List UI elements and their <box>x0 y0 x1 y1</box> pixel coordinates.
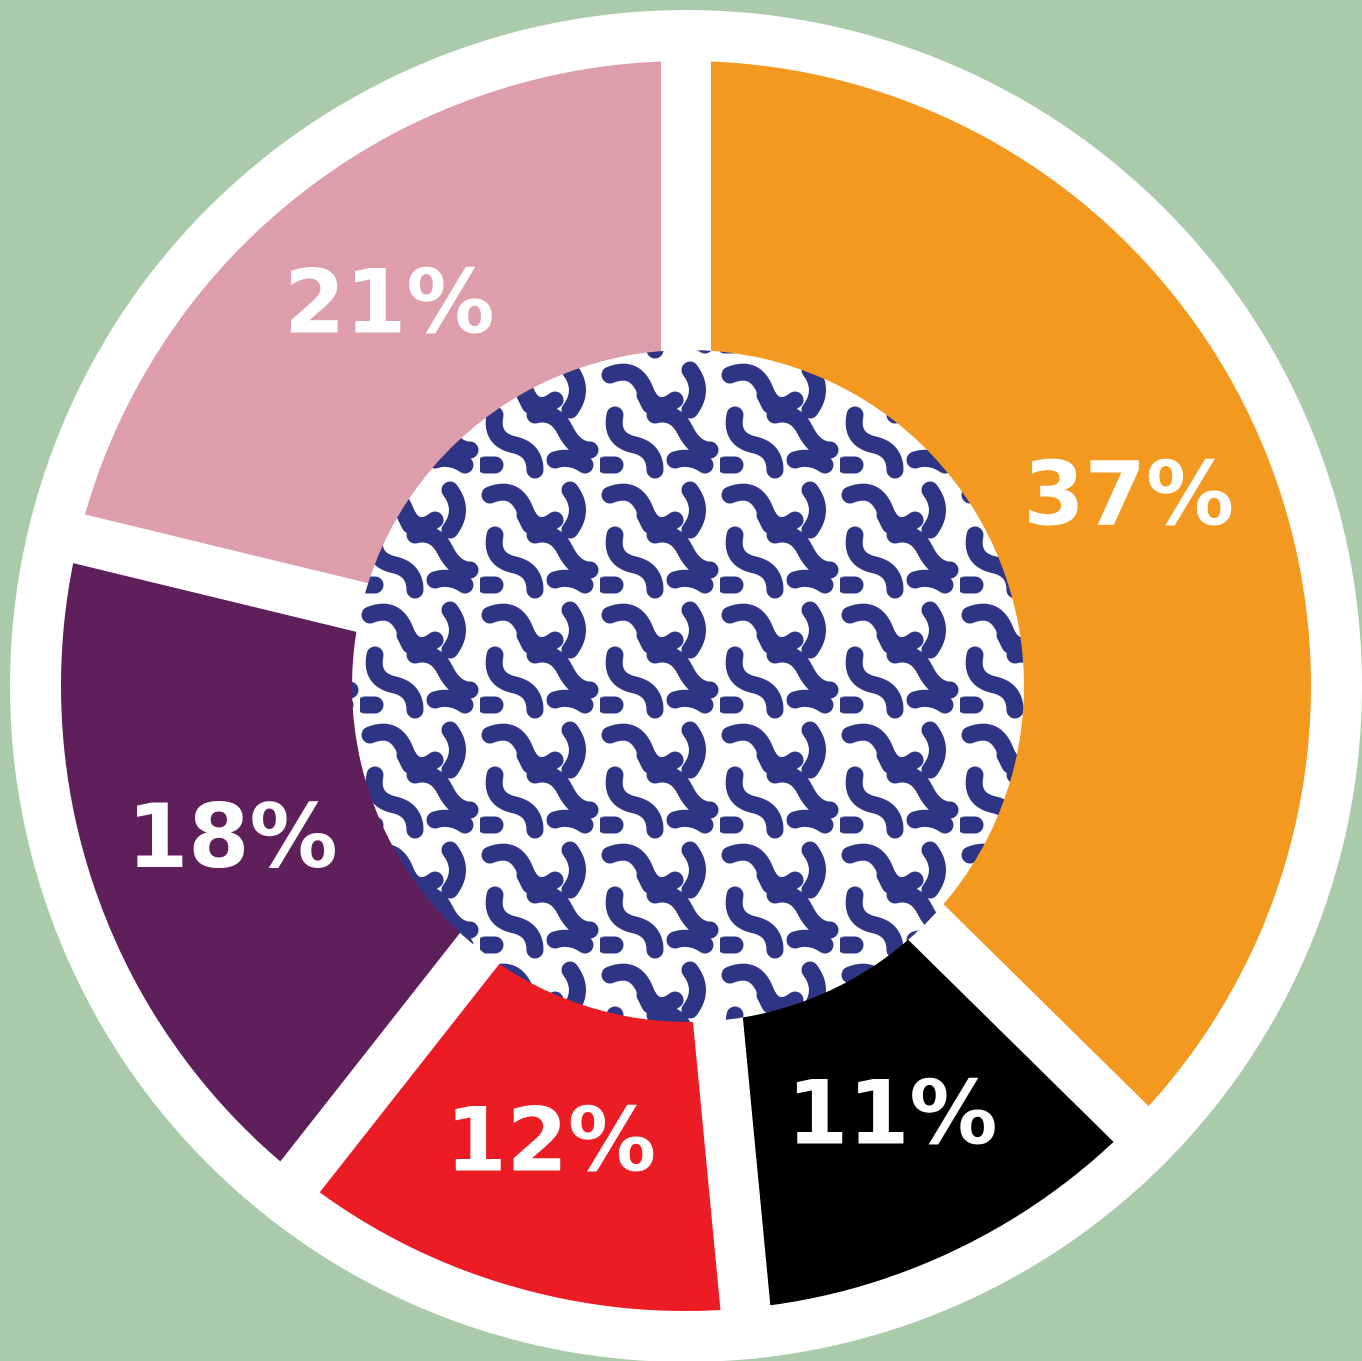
value-label: 18% <box>127 785 338 888</box>
donut-center-pattern <box>352 350 1024 1022</box>
value-label: 37% <box>1023 442 1234 545</box>
value-label: 12% <box>445 1088 656 1191</box>
value-label: 11% <box>787 1061 998 1164</box>
value-label: 21% <box>284 251 495 354</box>
